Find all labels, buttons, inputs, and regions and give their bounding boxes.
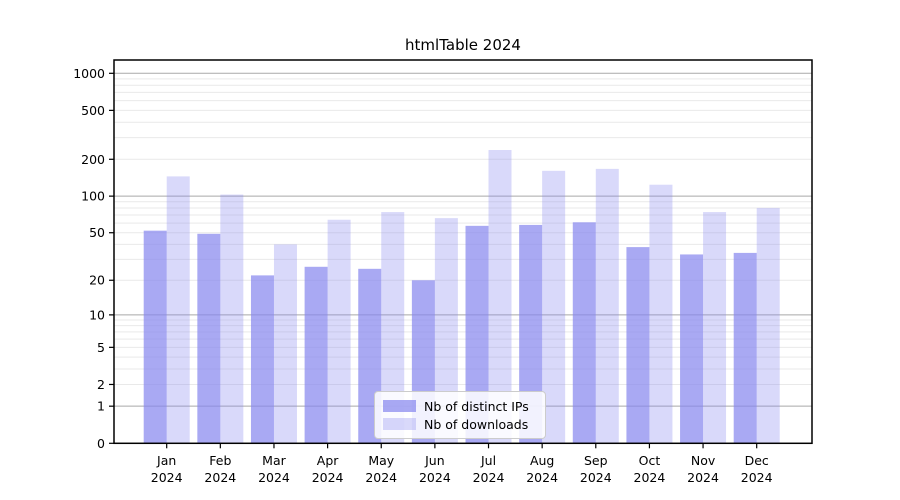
bar-ips-Feb [197, 233, 221, 444]
x-tick-label-year: 2024 [365, 470, 397, 485]
bar-downloads-Nov [703, 212, 727, 444]
legend-item-downloads: Nb of downloads [383, 415, 537, 433]
x-tick-label-year: 2024 [526, 470, 558, 485]
bar-ips-Jan [143, 230, 167, 444]
x-tick-label-month: May [368, 453, 394, 468]
x-tick-label-month: Mar [262, 453, 286, 468]
bar-ips-Apr [304, 266, 328, 444]
x-tick-label-month: Feb [209, 453, 231, 468]
legend: Nb of distinct IPs Nb of downloads [374, 391, 546, 439]
bar-downloads-Mar [273, 244, 297, 444]
x-tick-label-year: 2024 [312, 470, 344, 485]
y-tick-label: 2 [97, 377, 105, 392]
y-tick-label: 0 [97, 436, 105, 451]
bar-downloads-Apr [327, 219, 351, 444]
x-tick-label-month: Jul [480, 453, 496, 468]
bar-downloads-Jun [434, 218, 458, 444]
legend-label-downloads: Nb of downloads [424, 416, 529, 432]
bar-ips-Aug [519, 224, 543, 444]
bar-downloads-Jan [166, 176, 190, 444]
legend-swatch-downloads [383, 418, 416, 430]
bar-downloads-Dec [756, 207, 780, 444]
bar-ips-Sep [572, 222, 596, 444]
y-tick-label: 10 [89, 307, 105, 322]
x-tick-label-month: Oct [639, 453, 661, 468]
x-tick-label-year: 2024 [258, 470, 290, 485]
x-tick-label-year: 2024 [741, 470, 773, 485]
x-tick-label-month: Aug [530, 453, 554, 468]
legend-swatch-ips [383, 400, 416, 412]
x-tick-label-month: Jun [424, 453, 445, 468]
bar-downloads-May [381, 212, 405, 444]
x-tick-label-year: 2024 [634, 470, 666, 485]
bar-ips-Oct [626, 247, 650, 444]
x-tick-label-month: Dec [745, 453, 769, 468]
y-tick-label: 500 [81, 103, 105, 118]
bar-ips-Mar [250, 275, 274, 444]
plot-border [113, 59, 813, 445]
legend-item-distinct-ips: Nb of distinct IPs [383, 397, 537, 415]
bar-ips-Nov [680, 254, 704, 444]
x-tick-label-year: 2024 [151, 470, 183, 485]
y-tick-label: 1 [97, 399, 105, 414]
x-tick-label-month: Sep [584, 453, 608, 468]
y-tick-label: 20 [89, 273, 105, 288]
y-tick-label: 50 [89, 225, 105, 240]
bar-downloads-Feb [220, 194, 244, 444]
x-tick-label-year: 2024 [419, 470, 451, 485]
chart-title: htmlTable 2024 [405, 36, 521, 54]
x-tick-label-year: 2024 [204, 470, 236, 485]
legend-label-ips: Nb of distinct IPs [424, 398, 529, 414]
y-tick-label: 5 [97, 340, 105, 355]
x-tick-label-year: 2024 [580, 470, 612, 485]
x-tick-label-month: Jan [156, 453, 176, 468]
x-tick-label-year: 2024 [687, 470, 719, 485]
bar-downloads-Jul [488, 150, 512, 444]
y-tick-label: 1000 [73, 66, 105, 81]
bar-ips-Jul [465, 225, 489, 444]
y-tick-label: 200 [81, 152, 105, 167]
x-tick-label-month: Nov [691, 453, 716, 468]
bar-downloads-Sep [595, 168, 619, 444]
bar-downloads-Aug [542, 170, 566, 444]
bar-downloads-Oct [649, 184, 673, 444]
x-tick-label-year: 2024 [473, 470, 505, 485]
x-tick-label-month: Apr [317, 453, 339, 468]
y-tick-label: 100 [81, 189, 105, 204]
bar-ips-Dec [733, 252, 757, 444]
